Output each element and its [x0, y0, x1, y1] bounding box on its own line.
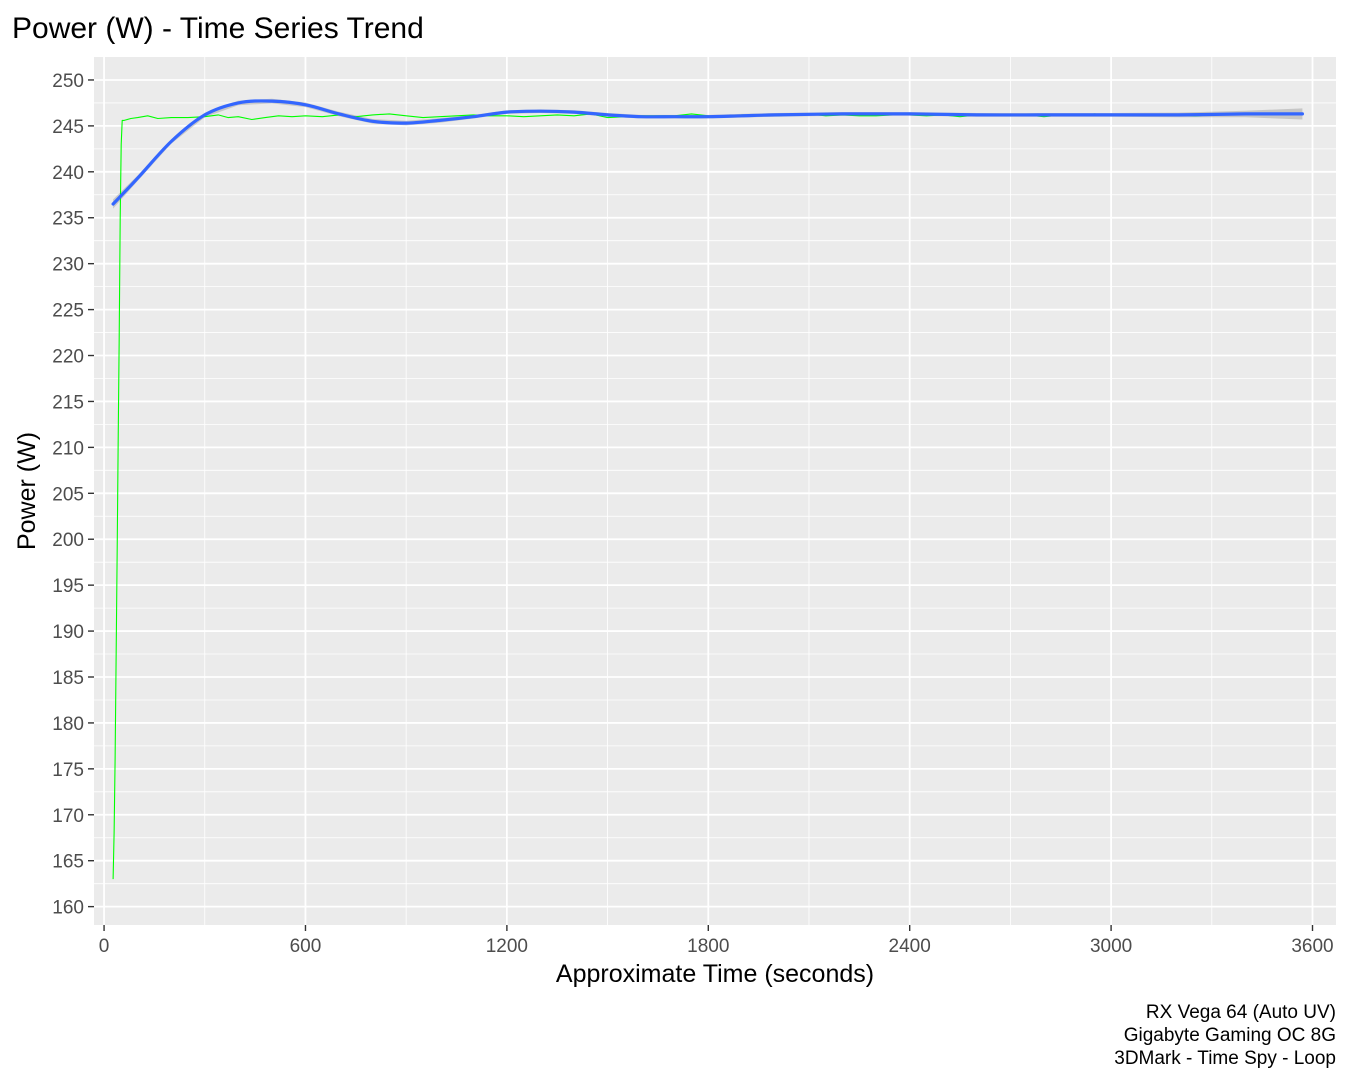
caption-line-3: 3DMark - Time Spy - Loop: [1114, 1048, 1336, 1069]
grid-minor: [94, 57, 1336, 925]
y-tick-label: 175: [52, 760, 84, 781]
y-tick-label: 250: [52, 71, 84, 92]
x-axis-title: Approximate Time (seconds): [556, 960, 874, 988]
x-tick-label: 1200: [486, 936, 528, 957]
x-tick-label: 1800: [687, 936, 729, 957]
x-tick-label: 3000: [1090, 936, 1132, 957]
x-tick-label: 600: [290, 936, 322, 957]
chart-title: Power (W) - Time Series Trend: [12, 12, 424, 45]
y-tick-label: 205: [52, 484, 84, 505]
grid-major: [94, 57, 1336, 925]
y-tick-label: 185: [52, 668, 84, 689]
y-tick-label: 220: [52, 347, 84, 368]
smooth-trend-line: [111, 99, 1304, 206]
y-tick-label: 215: [52, 392, 84, 413]
y-tick-label: 190: [52, 622, 84, 643]
y-tick-label: 230: [52, 255, 84, 276]
y-axis-title: Power (W): [13, 432, 41, 550]
plot-panel: [94, 57, 1336, 925]
y-tick-label: 165: [52, 852, 84, 873]
y-tick-label: 200: [52, 530, 84, 551]
x-tick-label: 0: [99, 936, 110, 957]
y-tick-label: 245: [52, 117, 84, 138]
y-tick-label: 195: [52, 576, 84, 597]
caption-line-2: Gigabyte Gaming OC 8G: [1124, 1025, 1336, 1046]
smooth-series: [111, 99, 1304, 206]
x-tick-label: 3600: [1291, 936, 1333, 957]
y-tick-label: 210: [52, 438, 84, 459]
y-tick-label: 180: [52, 714, 84, 735]
y-tick-label: 225: [52, 301, 84, 322]
x-tick-label: 2400: [889, 936, 931, 957]
y-tick-label: 170: [52, 806, 84, 827]
y-tick-label: 235: [52, 209, 84, 230]
x-axis: 0 600 1200 1800 2400 3000 3600: [99, 925, 1334, 957]
y-tick-label: 240: [52, 163, 84, 184]
caption-line-1: RX Vega 64 (Auto UV): [1146, 1002, 1336, 1023]
y-axis: 160 165 170 175 180 185 190 195 200 205 210 215 220 2…: [52, 71, 94, 919]
y-tick-label: 160: [52, 898, 84, 919]
